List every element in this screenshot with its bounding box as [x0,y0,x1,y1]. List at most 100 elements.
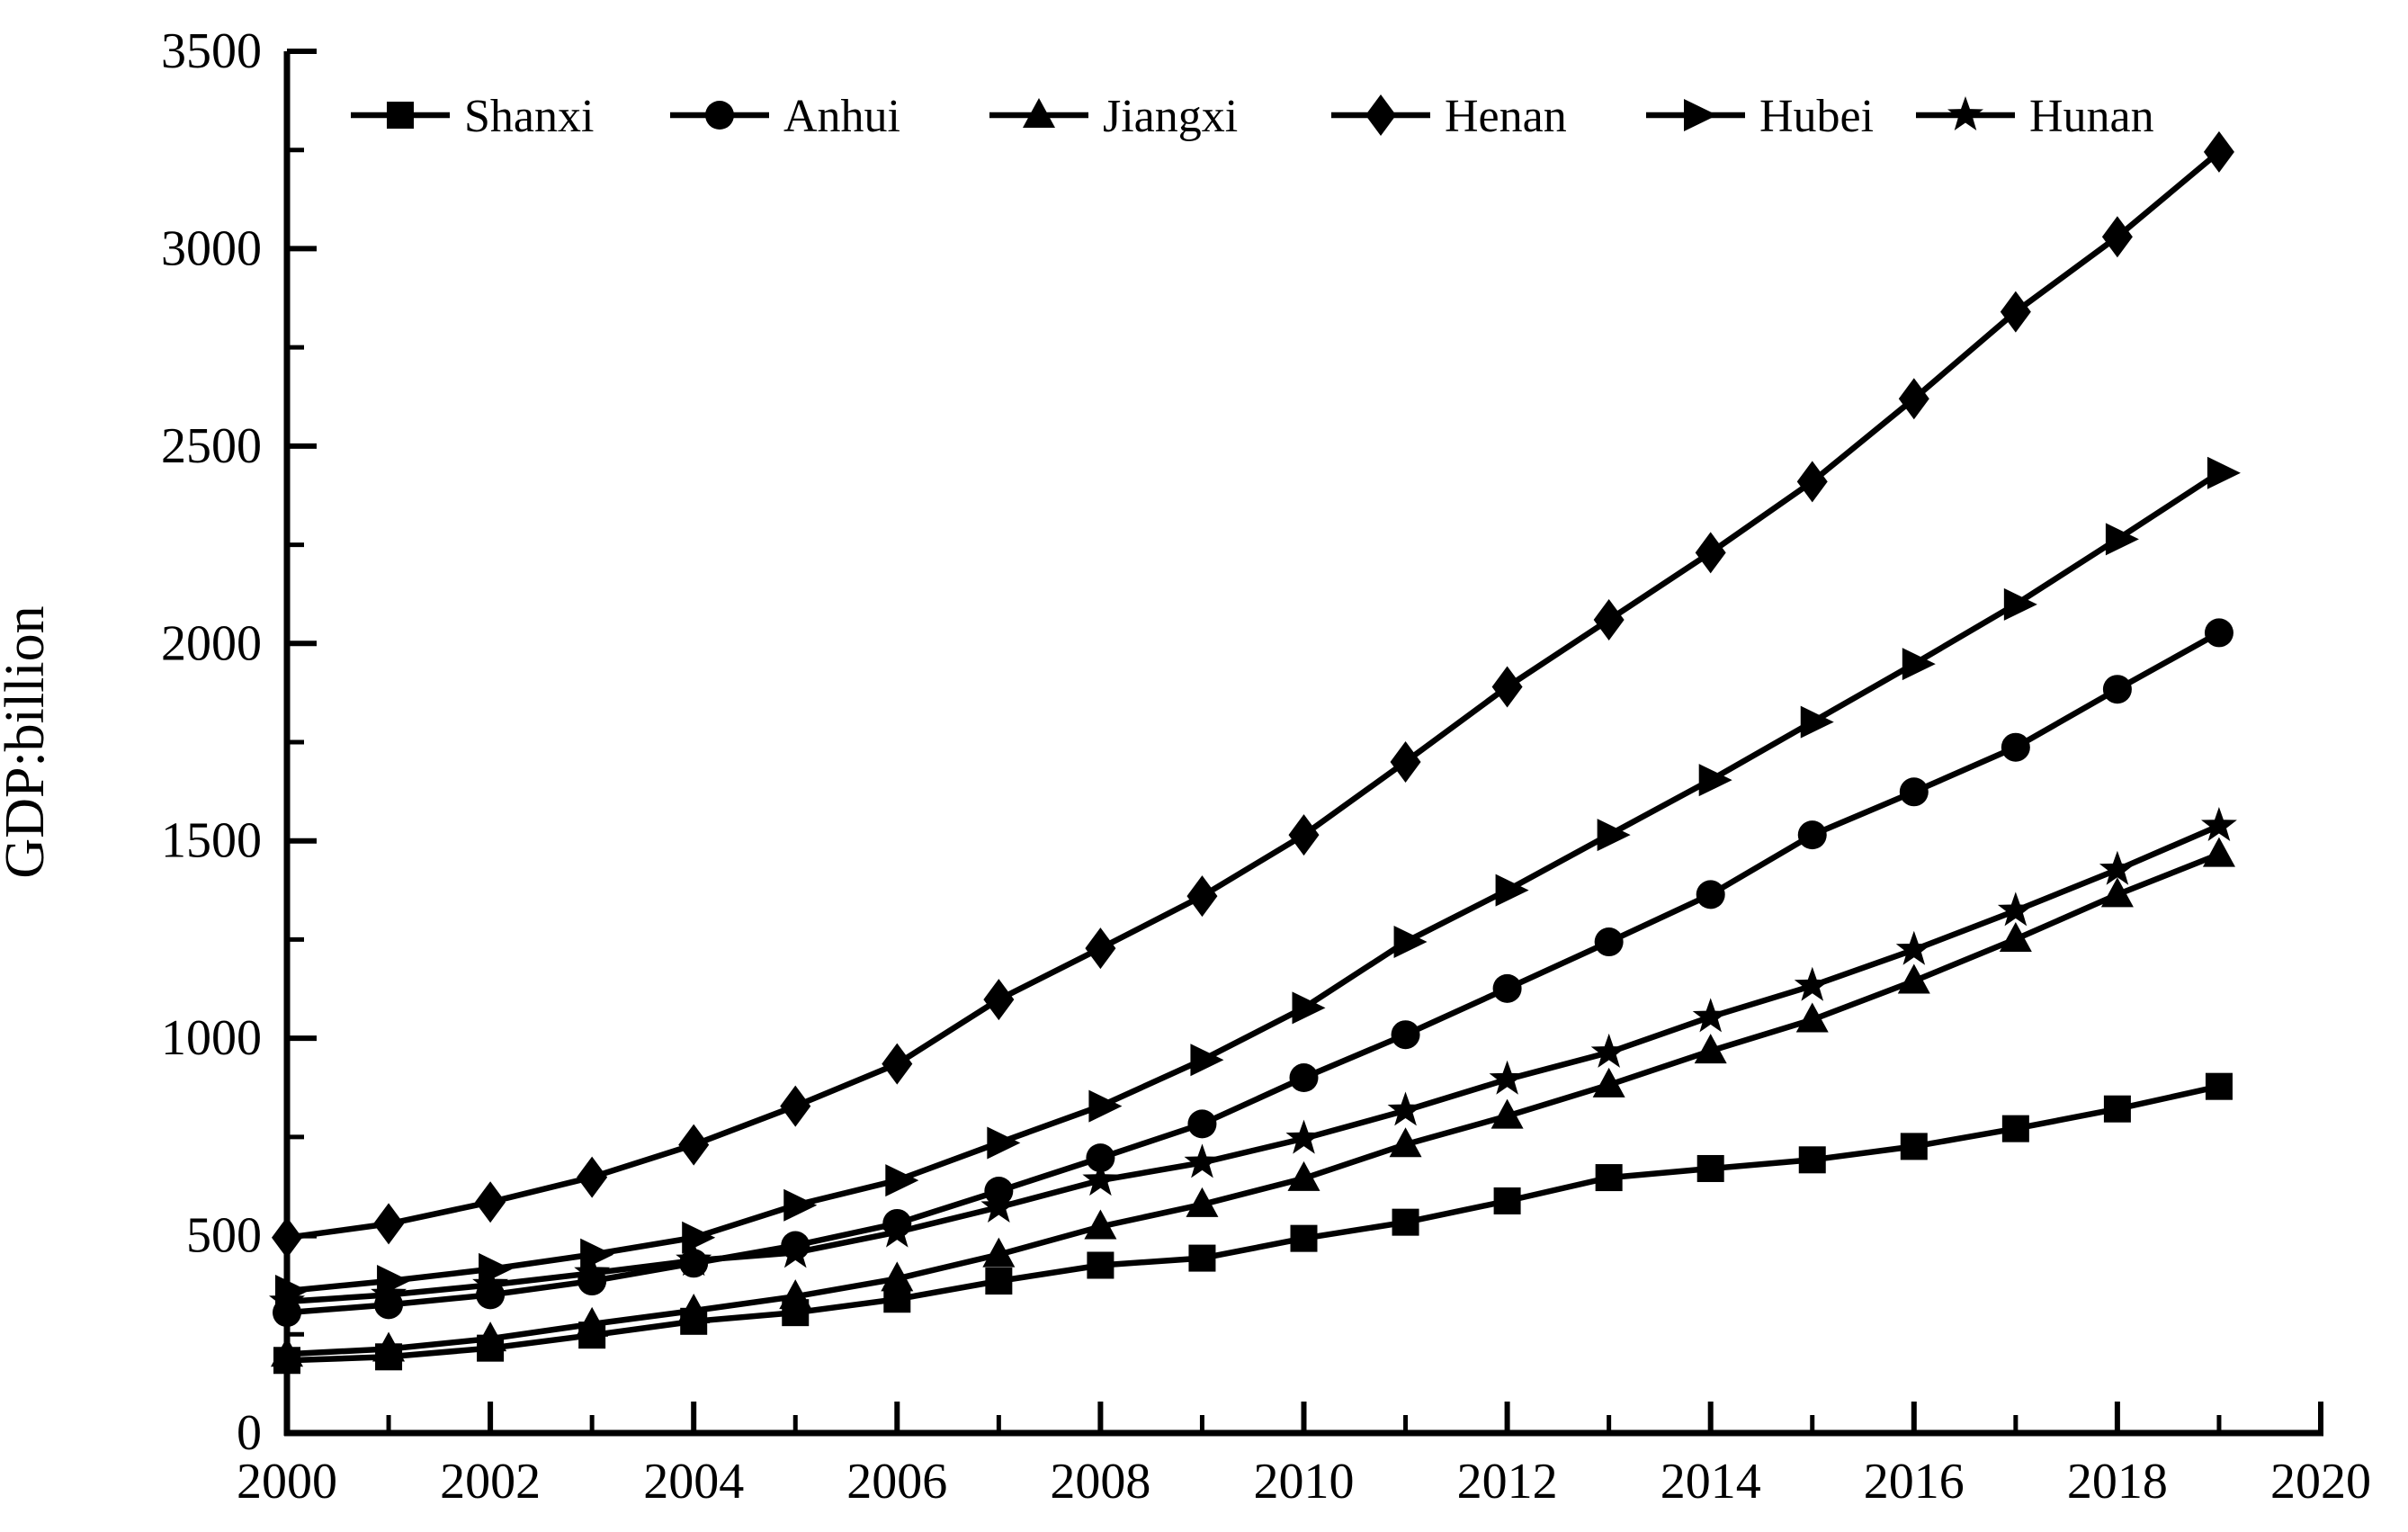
data-point-henan-2006 [882,1043,913,1085]
data-point-shanxi-2008 [1087,1251,1114,1279]
data-point-henan-2010 [1288,814,1320,856]
data-point-anhui-2015 [1797,820,1827,850]
data-point-jiangxi-2013 [1592,1067,1625,1097]
x-tick-label: 2018 [2067,1454,2168,1510]
data-point-anhui-2008 [1086,1143,1115,1173]
data-point-henan-2016 [1898,378,1929,420]
data-point-shanxi-2017 [2001,1115,2029,1142]
data-point-jiangxi-2000 [271,1337,303,1367]
data-point-shanxi-2018 [2103,1095,2131,1123]
data-point-jiangxi-2012 [1490,1098,1524,1129]
y-tick-label: 1500 [161,813,262,869]
data-point-hunan-2004 [676,1241,712,1277]
data-point-jiangxi-2014 [1694,1034,1727,1064]
y-tick-label: 2000 [161,615,262,671]
data-point-hunan-2018 [2099,850,2135,885]
data-point-jiangxi-2017 [1999,921,2032,952]
legend-marker-hunan [1947,96,1983,130]
x-tick-label: 2004 [643,1454,744,1510]
data-point-hubei-2008 [1088,1089,1123,1123]
data-point-anhui-2013 [1594,927,1624,957]
data-point-hubei-2017 [2003,587,2037,621]
data-point-hunan-2012 [1489,1060,1526,1095]
x-tick-label: 2010 [1254,1454,1355,1510]
data-point-anhui-2011 [1391,1020,1420,1050]
legend-marker-hubei [1684,99,1717,131]
data-point-hubei-2012 [1495,874,1529,907]
data-point-anhui-2012 [1492,973,1522,1003]
data-point-henan-2017 [2000,291,2031,333]
series-line-jiangxi [286,851,2221,1357]
data-point-anhui-2019 [2204,618,2233,648]
y-tick-label: 2500 [161,418,262,474]
legend-label-hunan: Hunan [2029,91,2154,142]
data-point-shanxi-2012 [1493,1187,1521,1214]
series-line-shanxi [286,1083,2220,1364]
y-tick-label: 0 [237,1405,262,1461]
legend-label-shanxi: Shanxi [464,91,594,142]
data-point-anhui-2009 [1187,1109,1217,1139]
y-tick-label: 3500 [161,23,262,79]
data-point-hubei-2013 [1597,819,1631,852]
y-tick-label: 500 [186,1208,262,1264]
data-point-shanxi-2019 [2205,1072,2233,1100]
data-point-shanxi-2016 [1900,1133,1928,1160]
legend-label-anhui: Anhui [783,91,900,142]
data-point-jiangxi-2016 [1897,963,1930,994]
data-point-henan-2003 [577,1156,608,1198]
y-axis-title: GDP:billion [0,605,56,878]
series-line-hunan [286,823,2221,1305]
data-point-henan-2012 [1491,666,1523,708]
data-point-anhui-2010 [1289,1063,1319,1093]
data-point-hunan-2015 [1794,966,1831,1001]
data-point-henan-2008 [1085,927,1116,970]
data-point-anhui-2018 [2102,675,2132,704]
x-tick-label: 2000 [237,1454,337,1510]
data-point-hunan-2006 [879,1213,916,1248]
data-point-jiangxi-2001 [372,1331,406,1362]
data-point-henan-2013 [1593,598,1625,641]
data-point-hubei-2009 [1190,1044,1224,1077]
data-point-hunan-2014 [1692,998,1729,1033]
data-point-henan-2015 [1796,461,1828,503]
legend-marker-anhui [705,101,734,130]
y-tick-label: 1000 [161,1010,262,1066]
data-point-jiangxi-2015 [1795,1002,1829,1033]
data-point-hunan-2000 [269,1282,305,1317]
legend-label-jiangxi: Jiangxi [1103,91,1238,142]
data-point-shanxi-2010 [1290,1224,1318,1252]
data-point-hunan-2003 [574,1254,611,1289]
legend-label-hubei: Hubei [1759,91,1874,142]
data-point-shanxi-2011 [1392,1208,1419,1236]
x-tick-label: 2006 [846,1454,947,1510]
data-point-anhui-2016 [1899,777,1929,807]
data-point-jiangxi-2009 [1186,1187,1219,1217]
data-point-jiangxi-2002 [474,1321,507,1352]
data-point-henan-2014 [1695,532,1726,574]
data-point-henan-2018 [2101,216,2133,258]
series-line-henan [286,149,2221,1241]
data-point-henan-2007 [983,979,1015,1021]
data-point-hunan-2013 [1590,1033,1627,1068]
data-point-henan-2009 [1186,875,1218,918]
x-tick-label: 2012 [1457,1454,1558,1510]
data-point-hunan-2002 [472,1266,509,1301]
data-point-jiangxi-2010 [1287,1160,1320,1191]
legend-marker-jiangxi [1023,98,1055,128]
data-point-hubei-2019 [2207,456,2241,489]
data-point-jiangxi-2003 [576,1306,609,1337]
data-point-hubei-2016 [1902,648,1936,681]
data-point-hunan-2017 [1997,891,2034,927]
data-point-jiangxi-2008 [1084,1209,1117,1240]
data-point-hunan-2007 [980,1188,1017,1223]
x-tick-label: 2014 [1661,1454,1761,1510]
data-point-jiangxi-2005 [779,1279,812,1310]
legend-marker-shanxi [387,102,414,129]
data-point-henan-2002 [475,1181,506,1223]
data-point-hubei-2015 [1800,705,1834,739]
data-point-jiangxi-2004 [677,1293,711,1323]
data-point-henan-2004 [678,1124,710,1166]
x-tick-label: 2008 [1050,1454,1150,1510]
